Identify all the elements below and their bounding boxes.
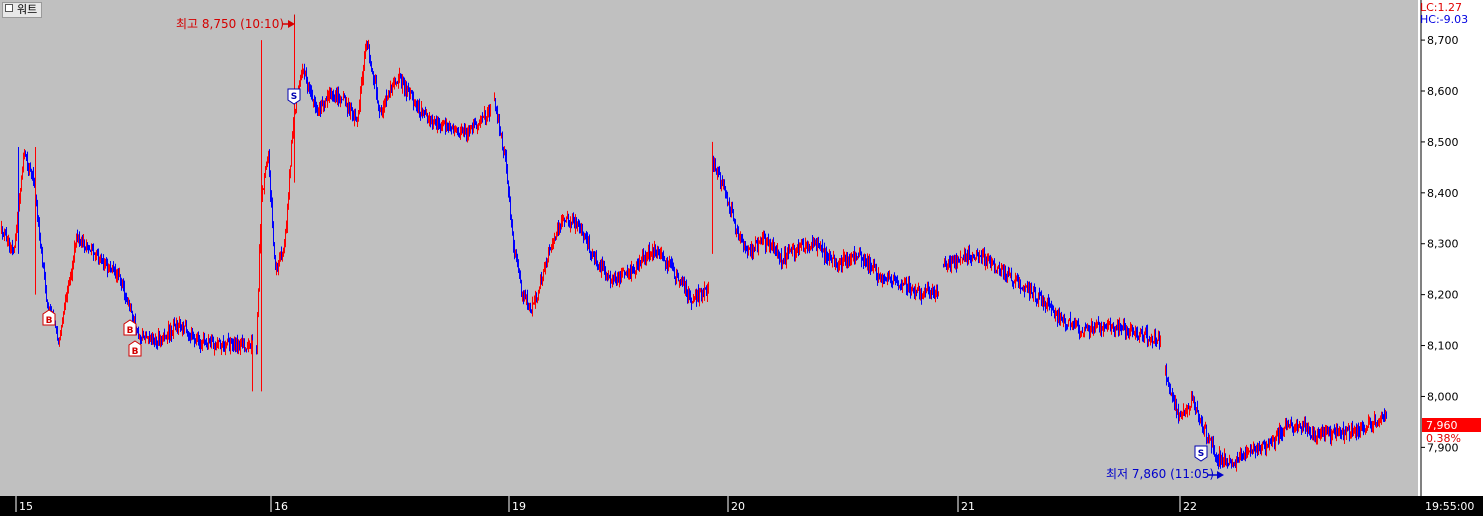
date-axis-ticks: 15 16 19 20 21 22	[15, 496, 1197, 513]
x-tick-label: 19	[512, 500, 526, 513]
y-tick-label: 8,200	[1427, 289, 1459, 302]
sell-signal-label: S	[1198, 449, 1204, 459]
clock: 19:55:00	[1425, 500, 1474, 513]
candlestick-series	[1, 14, 1387, 472]
x-tick-label: 22	[1183, 500, 1197, 513]
annotation-layer: 최고 8,750 (10:10) 최저 7,860 (11:05) B B B …	[42, 14, 1224, 481]
y-tick-label: 8,100	[1427, 340, 1459, 353]
y-tick-label: 8,300	[1427, 238, 1459, 251]
sell-signal[interactable]: S	[287, 88, 301, 105]
window-title-tab[interactable]: 워트	[2, 2, 43, 18]
day-group-22	[1165, 363, 1387, 472]
day-group-20	[713, 155, 939, 305]
y-tick-label: 8,000	[1427, 390, 1459, 403]
y-tick-label: 7,900	[1427, 441, 1459, 454]
price-axis-ticks: LC:1.27 HC:-9.03 7,960 0.38% 8,700 8,600 8…	[1420, 0, 1481, 496]
window-title: 워트	[17, 3, 38, 16]
date-axis[interactable]: 15 16 19 20 21 22	[0, 496, 1418, 516]
day-group-16	[256, 39, 491, 355]
clock-box: 19:55:00	[1418, 496, 1483, 516]
buy-signal-label: B	[127, 326, 134, 336]
x-tick-label: 21	[961, 500, 975, 513]
high-label: 최고 8,750 (10:10)	[176, 17, 284, 31]
chart-plot-area[interactable]: 최고 8,750 (10:10) 최저 7,860 (11:05) B B B …	[0, 0, 1418, 496]
sell-signal[interactable]: S	[1194, 445, 1208, 462]
y-tick-label: 8,400	[1427, 187, 1459, 200]
high-annotation: 최고 8,750 (10:10)	[176, 17, 295, 31]
low-label: 최저 7,860 (11:05)	[1106, 467, 1214, 481]
day-group-15	[1, 148, 253, 356]
buy-signal-label: B	[132, 347, 139, 357]
window-menu-icon[interactable]	[5, 4, 13, 12]
hc-indicator: HC:-9.03	[1420, 13, 1468, 26]
y-tick-label: 8,500	[1427, 136, 1459, 149]
day-group-21	[943, 244, 1161, 350]
high-arrowhead	[288, 20, 295, 28]
x-tick-label: 15	[19, 500, 33, 513]
y-tick-label: 8,700	[1427, 34, 1459, 47]
x-tick-label: 20	[731, 500, 745, 513]
buy-signal[interactable]: B	[123, 319, 137, 336]
current-change: 0.38%	[1426, 432, 1461, 445]
price-axis[interactable]: LC:1.27 HC:-9.03 7,960 0.38% 8,700 8,600 8…	[1418, 0, 1483, 496]
current-price-box	[1422, 418, 1481, 432]
buy-signal[interactable]: B	[42, 309, 56, 326]
current-price: 7,960	[1426, 419, 1458, 432]
low-arrowhead	[1217, 471, 1224, 479]
lc-indicator: LC:1.27	[1420, 1, 1462, 14]
low-annotation: 최저 7,860 (11:05)	[1106, 467, 1224, 481]
day-group-19	[494, 92, 709, 317]
x-tick-label: 16	[274, 500, 288, 513]
buy-signal[interactable]: B	[128, 340, 142, 357]
buy-signal-label: B	[46, 316, 53, 326]
y-tick-label: 8,600	[1427, 85, 1459, 98]
sell-signal-label: S	[291, 92, 297, 102]
